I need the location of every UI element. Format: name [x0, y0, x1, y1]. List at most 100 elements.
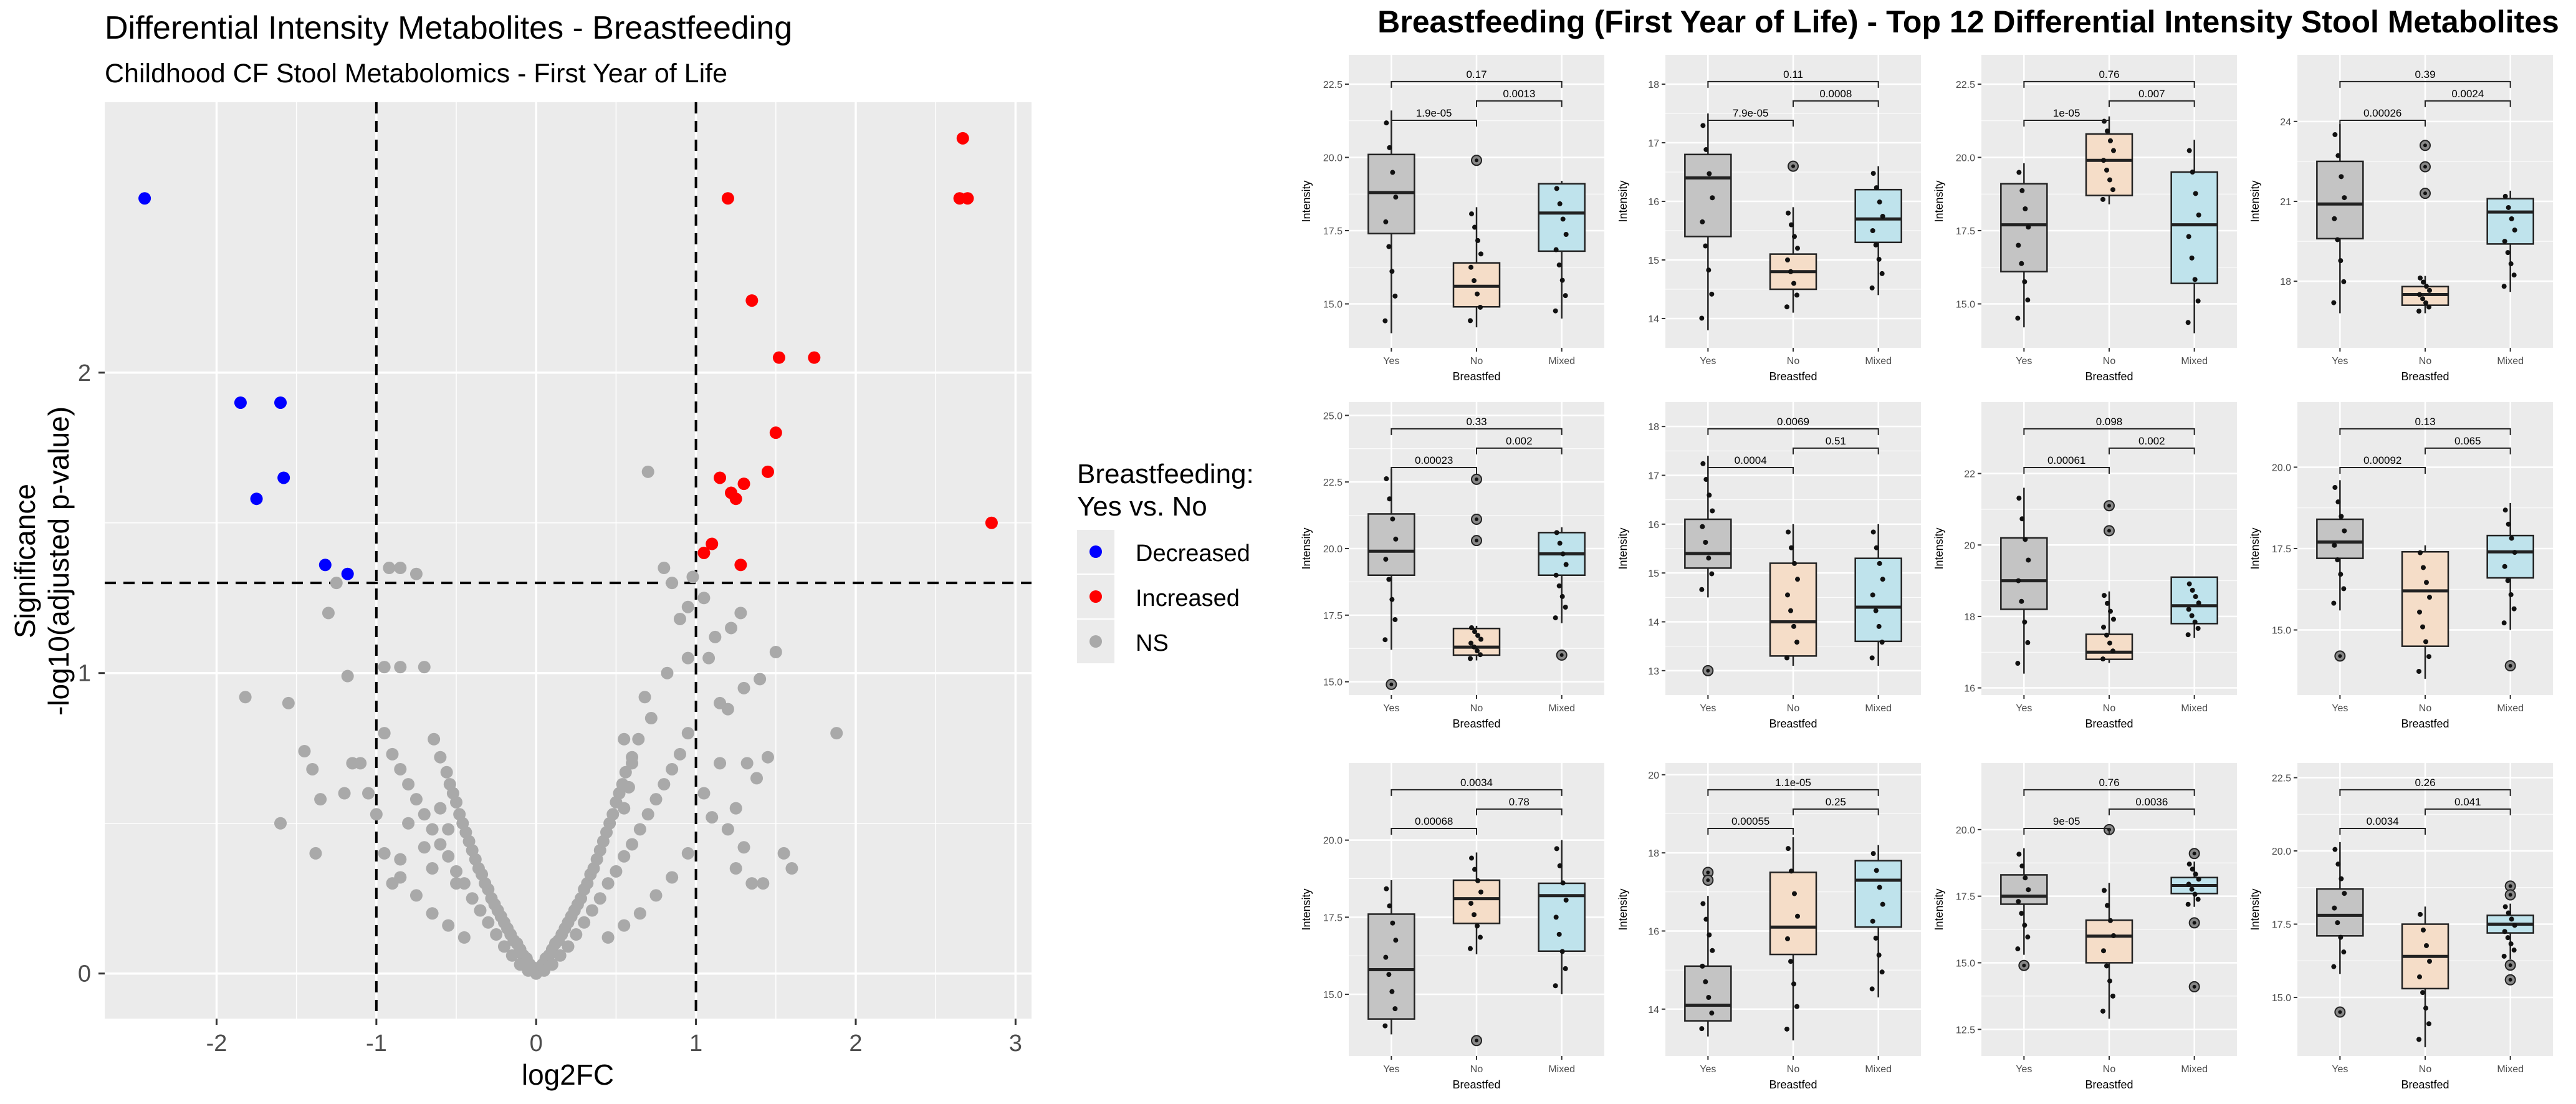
boxplot-jitter-point — [2186, 881, 2191, 887]
boxplot-jitter-point — [1472, 644, 1477, 650]
volcano-point-ns — [729, 862, 742, 875]
boxplot-jitter-point — [2423, 300, 2428, 305]
boxplot-jitter-point — [1553, 983, 1558, 989]
boxplot-jitter-point — [1389, 597, 1395, 602]
legend-title-line2: Yes vs. No — [1077, 491, 1207, 522]
boxplot-y-tick-label: 21 — [2280, 197, 2291, 208]
boxplot-pvalue-label: 0.0069 — [1777, 416, 1809, 428]
boxplot-box — [1854, 557, 1902, 643]
volcano-legend: Breastfeeding: Yes vs. No Decreased Incr… — [1077, 459, 1254, 663]
boxplot-jitter-point — [2420, 624, 2425, 630]
boxplot-jitter-point — [2192, 891, 2198, 897]
boxplot-jitter-point — [1791, 981, 1796, 987]
boxplot-x-tick-label: No — [1470, 703, 1483, 714]
boxplot-x-axis-label: Breastfed — [1452, 718, 1500, 730]
boxplot-jitter-point — [1874, 185, 1879, 191]
volcano-point-ns-bulk — [490, 928, 503, 941]
boxplot-x-axis-label: Breastfed — [2401, 370, 2449, 383]
boxplot-jitter-point — [2025, 934, 2031, 940]
boxplot-jitter-point — [2019, 863, 2025, 869]
boxplot-significance-bracket — [1391, 789, 1563, 796]
boxplot-jitter-point — [2105, 903, 2110, 908]
volcano-x-tick-label: -1 — [366, 1030, 387, 1057]
boxplot-jitter-point — [1390, 920, 1396, 926]
boxplot-jitter-point — [2512, 923, 2517, 928]
boxplot-jitter-point — [2502, 507, 2508, 513]
boxplot-jitter-point — [2192, 277, 2198, 282]
boxplot-jitter-point — [1788, 959, 1793, 964]
boxplot-jitter-point — [2019, 188, 2025, 193]
boxplot-jitter-point — [2506, 521, 2511, 527]
boxplot-y-tick-label: 17.5 — [1323, 226, 1343, 237]
boxplot-jitter-point — [1870, 918, 1875, 924]
boxplot-jitter-point — [2427, 287, 2432, 293]
boxplot-jitter-point — [1710, 508, 1715, 514]
boxplot-x-tick-label: Yes — [1383, 703, 1399, 714]
volcano-point-ns — [402, 817, 415, 830]
volcano-point-ns-bulk — [457, 931, 471, 944]
boxplot-jitter-point — [1384, 476, 1389, 481]
boxplot-jitter-point — [1876, 953, 1882, 958]
volcano-point-increased — [761, 465, 774, 478]
boxplot-jitter-point — [2108, 138, 2113, 143]
volcano-subtitle: Childhood CF Stool Metabolomics - First … — [105, 59, 727, 89]
boxplot-jitter-point — [1877, 199, 1882, 205]
boxplot-y-axis-label: Intensity — [2249, 888, 2261, 930]
boxplot-y-tick-label: 17.5 — [1323, 611, 1343, 622]
boxplot-y-axis-label: Intensity — [1617, 527, 1629, 569]
volcano-point-ns — [673, 612, 686, 625]
volcano-plot: Differential Intensity Metabolites - Bre… — [9, 10, 1254, 1091]
boxplot-significance-bracket — [2339, 827, 2426, 835]
volcano-x-tick-label: 2 — [849, 1030, 862, 1057]
boxplot-jitter-point — [1869, 655, 1875, 661]
boxplot-y-axis-label: Intensity — [1933, 888, 1945, 930]
volcano-point-ns — [330, 577, 343, 590]
legend-label-ns: NS — [1136, 630, 1169, 656]
boxplot-jitter-point — [2025, 297, 2031, 303]
boxplot-pvalue-label: 0.0034 — [2367, 815, 2399, 827]
volcano-point-decreased — [274, 396, 287, 409]
boxplot-jitter-point — [1478, 636, 1483, 642]
boxplot-jitter-point — [1563, 897, 1569, 903]
boxplot-y-tick-label: 16 — [1648, 926, 1659, 937]
boxplot-jitter-point — [1554, 846, 1559, 852]
boxplot-jitter-point — [1389, 269, 1395, 274]
boxplot-outlier-center — [1475, 477, 1478, 481]
boxplot-jitter-point — [2107, 978, 2112, 984]
boxplot-jitter-point — [2186, 581, 2192, 587]
boxplot-pvalue-label: 0.76 — [2099, 69, 2119, 80]
boxgrid-title: Breastfeeding (First Year of Life) - Top… — [1377, 4, 2559, 39]
boxplot-pvalue-label: 0.0024 — [2451, 88, 2484, 100]
boxplot-jitter-point — [2502, 929, 2507, 934]
boxplot-outlier-center — [1791, 164, 1795, 168]
boxplot-pvalue-label: 1.9e-05 — [1416, 107, 1452, 119]
boxplot-outlier-center — [2423, 143, 2427, 148]
boxplot-jitter-point — [1794, 292, 1799, 298]
boxplot-jitter-point — [1563, 562, 1569, 567]
boxplot-jitter-point — [1876, 623, 1882, 629]
boxplot-jitter-point — [1710, 948, 1715, 953]
boxplot-jitter-point — [1785, 936, 1790, 941]
boxplot-significance-bracket — [1476, 100, 1563, 107]
boxplot-jitter-point — [1707, 171, 1712, 176]
boxplot-significance-bracket — [2023, 466, 2110, 474]
boxplot-x-tick-label: No — [2419, 356, 2432, 367]
boxplot-jitter-point — [2016, 170, 2022, 175]
boxplot-x-axis-label: Breastfed — [2401, 1078, 2449, 1091]
volcano-point-ns-bulk — [418, 808, 431, 821]
boxplot-jitter-point — [2332, 484, 2338, 490]
volcano-point-increased — [985, 516, 998, 529]
volcano-point-ns-bulk — [626, 838, 639, 851]
boxplot-outlier-center — [2107, 529, 2111, 533]
boxplot-box — [1367, 513, 1415, 576]
boxplot-x-tick-label: Yes — [1700, 356, 1716, 367]
boxplot-jitter-point — [1874, 545, 1879, 550]
boxplot-outlier-center — [2192, 852, 2196, 856]
boxplot-significance-bracket — [2109, 808, 2195, 815]
boxplot-jitter-point — [1553, 615, 1558, 621]
legend-title-line1: Breastfeeding: — [1077, 459, 1254, 489]
boxplot-significance-bracket — [1391, 119, 1477, 127]
boxplot-jitter-point — [2335, 237, 2340, 242]
boxplot-x-tick-label: No — [2103, 1064, 2116, 1075]
boxplot-jitter-point — [1700, 123, 1706, 128]
